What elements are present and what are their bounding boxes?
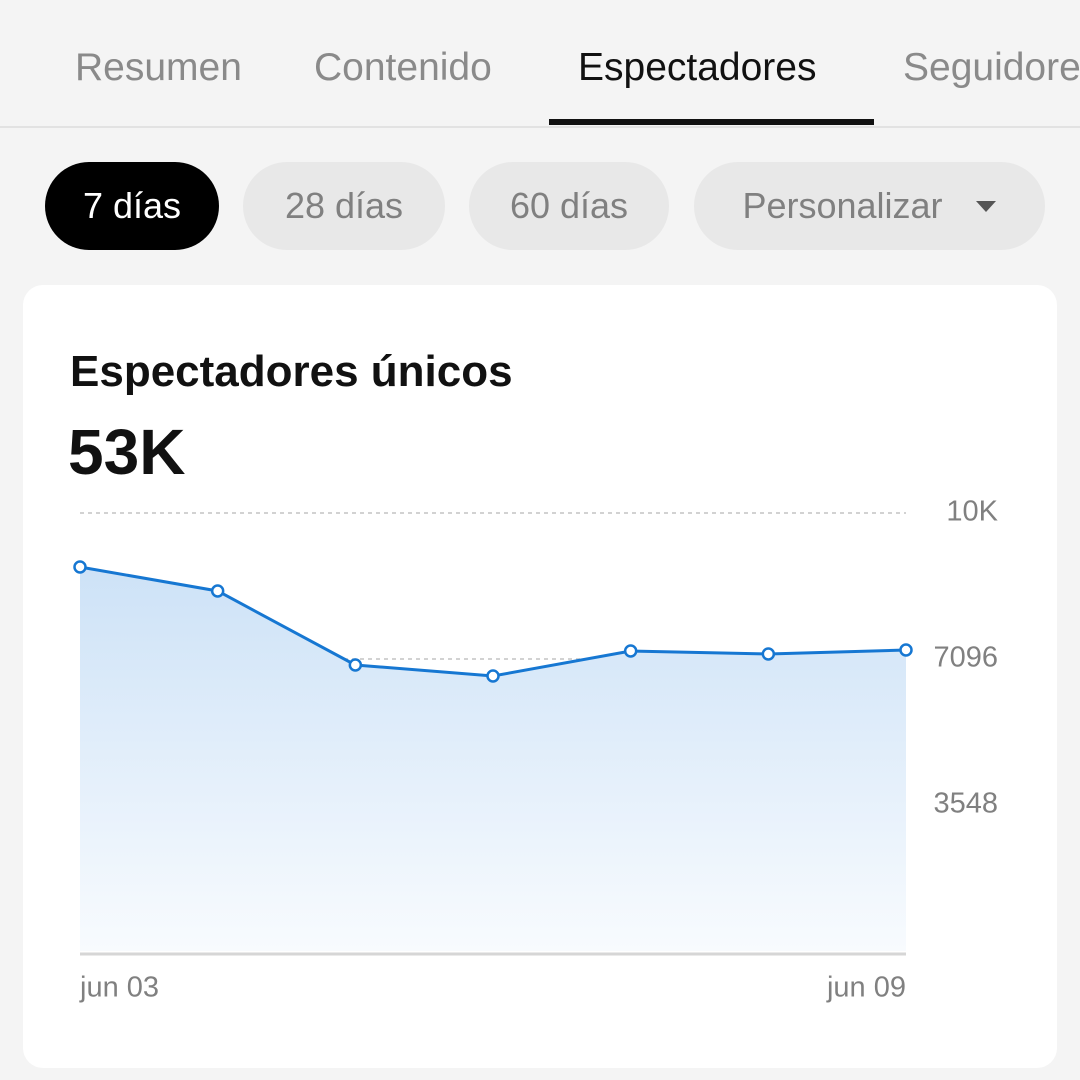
- pill-label: 28 días: [284, 185, 404, 226]
- x-tick-label: jun 09: [826, 972, 906, 1004]
- tab[interactable]: Contenido: [314, 46, 492, 89]
- point: [73, 560, 87, 574]
- pill-label: 7 días: [82, 185, 182, 226]
- pill-label: Personalizar: [742, 185, 943, 226]
- point: [348, 658, 363, 672]
- filter-pill[interactable]: 28 días: [243, 162, 445, 250]
- card-title: Espectadores únicos: [70, 347, 513, 396]
- filter-pill[interactable]: 60 días: [469, 162, 669, 250]
- point: [486, 669, 500, 683]
- dropdown-arrow: [975, 201, 996, 212]
- tab[interactable]: Espectadores: [578, 46, 817, 89]
- tab[interactable]: Seguidores: [903, 46, 1080, 89]
- area: [80, 566, 906, 951]
- card-total: 53K: [68, 416, 186, 488]
- tab-bar: Resumen Contenido Espectadores Seguidore…: [0, 0, 1080, 128]
- tab[interactable]: Resumen: [75, 46, 242, 89]
- filter-pill[interactable]: Personalizar: [694, 162, 1045, 250]
- y-tick-label: 10K: [946, 496, 998, 528]
- y-tick-label: 3548: [933, 788, 998, 820]
- point: [623, 644, 638, 658]
- y-tick-label: 7096: [933, 642, 998, 674]
- x-tick-label: jun 03: [79, 972, 159, 1004]
- point: [899, 643, 913, 657]
- pill-label: 60 días: [509, 185, 629, 226]
- filter-pill[interactable]: 7 días: [45, 162, 219, 250]
- tab-underline: [549, 119, 874, 125]
- point: [210, 584, 225, 598]
- point: [761, 647, 776, 661]
